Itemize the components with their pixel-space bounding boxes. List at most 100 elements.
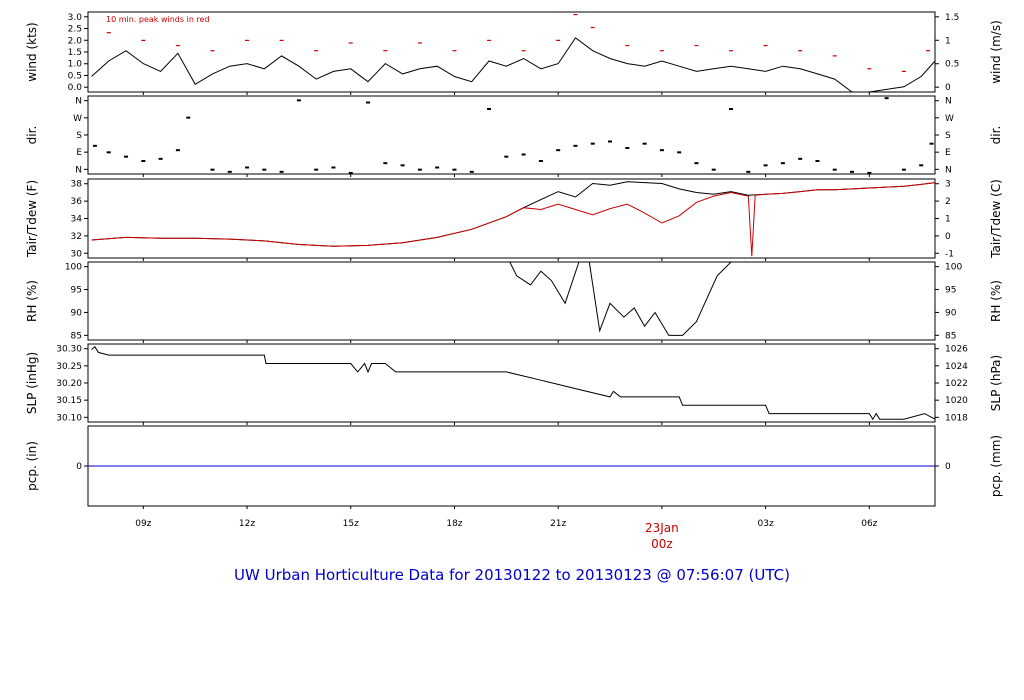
x-tick-label: 06z [861, 519, 877, 529]
rh-ytick-left: 95 [71, 286, 82, 296]
dir-ytick-left: N [75, 165, 82, 175]
wind-sustained-line [91, 37, 936, 93]
temp-ytick-left: 30 [71, 249, 83, 259]
dir-point [538, 160, 543, 162]
wind-ytick-left: 2.5 [68, 25, 82, 35]
dir-point [815, 160, 820, 162]
dir-point [677, 151, 682, 154]
dir-point [435, 166, 440, 169]
pcp-ytick-left: 0 [76, 462, 82, 472]
dir-point [400, 164, 405, 167]
dir-point [901, 168, 906, 171]
temp-ytick-left: 34 [71, 215, 83, 225]
dir-point [929, 142, 934, 145]
slp-ytick-left: 30.30 [56, 345, 82, 355]
slp-ytick-right: 1022 [945, 379, 968, 389]
x-tick-label: 03z [758, 519, 774, 529]
dir-point [642, 142, 647, 145]
dir-point [383, 162, 388, 165]
dir-point [158, 157, 163, 160]
dir-ylabel-right: dir. [989, 126, 1003, 145]
wind-ytick-left: 0.0 [68, 83, 83, 93]
x-tick-label: 15z [343, 519, 359, 529]
dir-point [694, 162, 699, 165]
dir-point [711, 168, 716, 171]
dir-point [625, 147, 630, 149]
dir-point [521, 153, 526, 156]
dir-point [141, 160, 146, 162]
rh-ytick-right: 90 [945, 308, 957, 318]
slp-ytick-left: 30.25 [56, 362, 82, 372]
pcp-ylabel-left: pcp. (in) [25, 441, 39, 491]
rh-line [91, 261, 935, 336]
dir-point [417, 168, 422, 171]
dir-ytick-left: W [73, 114, 82, 124]
slp-panel-frame [87, 343, 936, 423]
dir-point [556, 149, 561, 152]
temp-ytick-right: 2 [945, 197, 951, 207]
wind-ytick-left: 2.0 [68, 36, 83, 46]
wind-ytick-left: 3.0 [68, 13, 83, 23]
dir-point [175, 149, 180, 152]
dir-point [780, 162, 785, 165]
dir-point [832, 168, 837, 171]
dir-point [884, 97, 889, 100]
dir-point [348, 171, 353, 174]
slp-ytick-right: 1020 [945, 396, 968, 406]
dir-point [245, 166, 250, 169]
wind-ytick-left: 0.5 [68, 71, 82, 81]
wind-ytick-left: 1.0 [68, 60, 83, 70]
pcp-ylabel-right: pcp. (mm) [989, 435, 1003, 497]
wind-ytick-right: 0 [945, 83, 951, 93]
dir-point [919, 164, 924, 167]
slp-ylabel-left: SLP (inHg) [25, 352, 39, 414]
weather-station-chart: wind (kts) wind (m/s)0.00.51.01.52.02.53.… [25, 11, 1003, 551]
dir-ytick-left: S [76, 131, 82, 141]
dir-point [850, 170, 855, 173]
chart-caption: UW Urban Horticulture Data for 20130122 … [234, 566, 790, 584]
dir-point [867, 171, 872, 174]
slp-ytick-right: 1026 [945, 345, 968, 355]
dir-point [92, 144, 97, 147]
temp-air-line [91, 181, 936, 247]
pcp-ytick-right: 0 [945, 462, 951, 472]
x-date-marker: 23Jan [645, 521, 679, 535]
dir-point [659, 149, 664, 152]
dir-point [729, 108, 734, 110]
wind-ytick-right: 0.5 [945, 60, 959, 70]
dir-point [746, 170, 751, 173]
rh-ytick-left: 85 [71, 331, 82, 341]
x-tick-label: 09z [135, 519, 151, 529]
rh-ytick-right: 85 [945, 331, 956, 341]
temp-ytick-right: 0 [945, 232, 951, 242]
dir-panel-frame [87, 95, 936, 175]
rh-ytick-right: 100 [945, 263, 962, 273]
wind-ytick-right: 1.5 [945, 13, 959, 23]
dir-ytick-right: W [945, 114, 954, 124]
slp-ytick-left: 30.15 [56, 396, 82, 406]
dir-point [210, 168, 215, 171]
dir-ytick-right: N [945, 165, 952, 175]
dir-point [763, 164, 768, 167]
dir-point [487, 108, 492, 110]
wind-annotation: 10 min. peak winds in red [106, 15, 210, 24]
dir-point [366, 101, 371, 104]
dir-point [296, 99, 301, 102]
dir-point [262, 168, 267, 171]
dir-ytick-right: S [945, 131, 951, 141]
x-date-marker-hour: 00z [651, 537, 673, 551]
temp-dew-line [91, 182, 936, 257]
dir-point [279, 170, 284, 173]
rh-ytick-left: 90 [71, 308, 83, 318]
slp-ytick-left: 30.10 [56, 413, 82, 423]
temp-ylabel-right: Tair/Tdew (C) [989, 179, 1003, 259]
dir-ytick-right: N [945, 97, 952, 107]
x-tick-label: 18z [446, 519, 462, 529]
rh-ytick-left: 100 [65, 263, 82, 273]
dir-ytick-left: E [76, 148, 82, 158]
temp-ytick-right: -1 [945, 249, 954, 259]
rh-panel-frame [87, 261, 936, 341]
slp-ylabel-right: SLP (hPa) [989, 355, 1003, 411]
dir-point [798, 157, 803, 160]
dir-point [452, 168, 457, 171]
